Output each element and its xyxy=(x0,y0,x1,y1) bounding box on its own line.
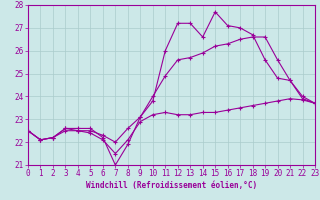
X-axis label: Windchill (Refroidissement éolien,°C): Windchill (Refroidissement éolien,°C) xyxy=(86,181,257,190)
